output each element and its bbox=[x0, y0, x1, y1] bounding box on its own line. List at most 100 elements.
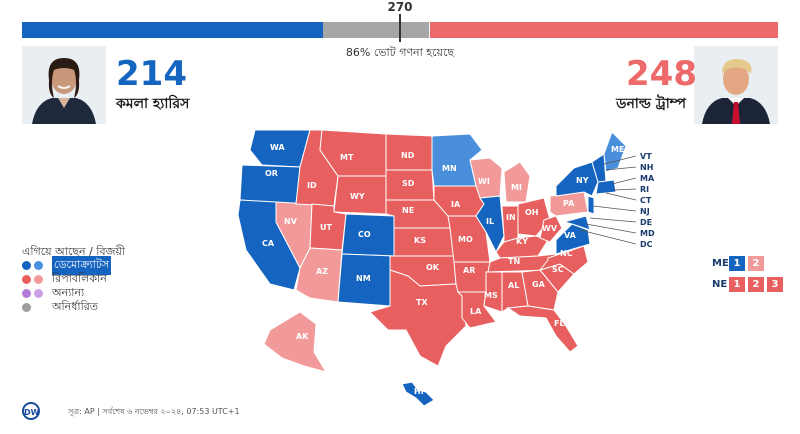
label-wi: WI bbox=[478, 177, 490, 186]
label-me: ME bbox=[611, 145, 624, 154]
state-ma-ct-ri[interactable] bbox=[595, 179, 617, 195]
label-vt: VT bbox=[640, 152, 652, 161]
other-dot-icon bbox=[22, 288, 31, 298]
northeast-leader-lines bbox=[579, 155, 637, 245]
label-mt: MT bbox=[340, 153, 354, 162]
state-wv[interactable] bbox=[539, 215, 563, 243]
label-mn: MN bbox=[442, 164, 457, 173]
state-il[interactable] bbox=[475, 195, 505, 254]
ne-district-3[interactable]: 3 bbox=[767, 277, 783, 292]
label-nd: ND bbox=[401, 151, 415, 160]
results-bar bbox=[22, 22, 778, 38]
label-fl: FL bbox=[554, 319, 565, 328]
label-nj: NJ bbox=[640, 207, 650, 216]
label-hi: HI bbox=[414, 387, 424, 396]
state-me[interactable] bbox=[603, 131, 627, 173]
label-ky: KY bbox=[516, 237, 528, 246]
label-wy: WY bbox=[350, 192, 365, 201]
label-mo: MO bbox=[458, 235, 473, 244]
label-dc: DC bbox=[640, 240, 653, 249]
harris-portrait-icon bbox=[22, 46, 106, 124]
legend-item-undecided[interactable]: অনির্ধারিত bbox=[22, 300, 98, 314]
split-state-ne-label: NE bbox=[712, 279, 728, 290]
label-tn: TN bbox=[508, 257, 520, 266]
votes-counted-text: 86% ভোট গণনা হয়েছে bbox=[345, 46, 455, 59]
label-wa: WA bbox=[270, 143, 285, 152]
label-or: OR bbox=[265, 169, 278, 178]
legend-label-undecided: অনির্ধারিত bbox=[52, 299, 99, 313]
state-nc[interactable] bbox=[538, 245, 589, 275]
ne-district-1[interactable]: 1 bbox=[729, 277, 745, 292]
legend-label-rep: রিপাবলিকান bbox=[52, 271, 107, 285]
label-pa: PA bbox=[563, 199, 575, 208]
dem-dot-icon bbox=[22, 260, 31, 270]
label-il: IL bbox=[486, 217, 494, 226]
label-ma: MA bbox=[640, 174, 655, 183]
trump-portrait-icon bbox=[694, 46, 778, 124]
label-tx: TX bbox=[416, 298, 428, 307]
label-nc: NC bbox=[560, 249, 573, 258]
state-fl[interactable] bbox=[506, 305, 579, 353]
dem-bar-segment bbox=[22, 22, 323, 38]
label-ia: IA bbox=[451, 200, 461, 209]
rep-leading-dot-icon bbox=[34, 274, 43, 284]
threshold-label: 270 bbox=[387, 0, 413, 14]
label-ca: CA bbox=[262, 239, 275, 248]
other-leading-dot-icon bbox=[34, 288, 43, 298]
label-ut: UT bbox=[320, 223, 332, 232]
label-az: AZ bbox=[316, 267, 328, 276]
label-ga: GA bbox=[532, 280, 546, 289]
trump-electoral-votes: 248 bbox=[626, 54, 697, 94]
legend-item-other[interactable]: অন্যান্য bbox=[22, 286, 84, 300]
state-mi[interactable] bbox=[503, 161, 531, 203]
legend-title: এগিয়ে আছেন / বিজয়ী bbox=[22, 245, 126, 258]
label-nm: NM bbox=[356, 274, 371, 283]
state-nj[interactable] bbox=[587, 195, 595, 215]
label-va: VA bbox=[564, 231, 577, 240]
dw-logo-icon: DW bbox=[22, 402, 40, 420]
state-ms[interactable] bbox=[483, 271, 503, 313]
state-tx[interactable] bbox=[369, 269, 467, 367]
me-district-1[interactable]: 1 bbox=[729, 256, 745, 271]
rep-bar-segment bbox=[429, 22, 778, 38]
undecided-dot-icon bbox=[22, 302, 31, 312]
label-wv: WV bbox=[542, 224, 558, 233]
me-district-2[interactable]: 2 bbox=[748, 256, 764, 271]
legend-label-dem: ডেমোক্র্যাটস bbox=[52, 255, 112, 275]
label-nv: NV bbox=[284, 217, 298, 226]
state-ny[interactable] bbox=[555, 161, 599, 197]
state-hi[interactable] bbox=[401, 381, 435, 407]
label-oh: OH bbox=[525, 208, 539, 217]
label-ct: CT bbox=[640, 196, 652, 205]
state-ak[interactable] bbox=[263, 311, 328, 373]
label-ok: OK bbox=[426, 263, 440, 272]
threshold-marker bbox=[399, 14, 401, 42]
label-sd: SD bbox=[402, 179, 415, 188]
rep-dot-icon bbox=[22, 274, 31, 284]
state-ga[interactable] bbox=[521, 269, 559, 311]
ne-district-2[interactable]: 2 bbox=[748, 277, 764, 292]
dem-leading-dot-icon bbox=[34, 260, 43, 270]
label-co: CO bbox=[358, 230, 371, 239]
source-text: সূত্র: AP | সর্বশেষ ৬ নভেম্বর ২০২৪, 07:5… bbox=[68, 407, 240, 416]
legend-item-dem[interactable]: ডেমোক্র্যাটস bbox=[22, 255, 112, 275]
label-md: MD bbox=[640, 229, 655, 238]
label-mi: MI bbox=[511, 183, 522, 192]
state-de-md[interactable] bbox=[562, 215, 591, 231]
label-sc: SC bbox=[552, 265, 564, 274]
label-de: DE bbox=[640, 218, 652, 227]
legend-item-rep[interactable]: রিপাবলিকান bbox=[22, 272, 107, 286]
label-al: AL bbox=[508, 281, 519, 290]
harris-electoral-votes: 214 bbox=[116, 54, 187, 94]
label-ri: RI bbox=[640, 185, 649, 194]
legend-label-other: অন্যান্য bbox=[52, 285, 85, 299]
label-la: LA bbox=[470, 307, 482, 316]
state-va[interactable] bbox=[555, 223, 591, 255]
label-ms: MS bbox=[484, 291, 498, 300]
label-nh: NH bbox=[640, 163, 653, 172]
label-ak: AK bbox=[296, 332, 309, 341]
label-in: IN bbox=[506, 213, 516, 222]
label-id: ID bbox=[307, 181, 317, 190]
label-ar: AR bbox=[463, 266, 475, 275]
